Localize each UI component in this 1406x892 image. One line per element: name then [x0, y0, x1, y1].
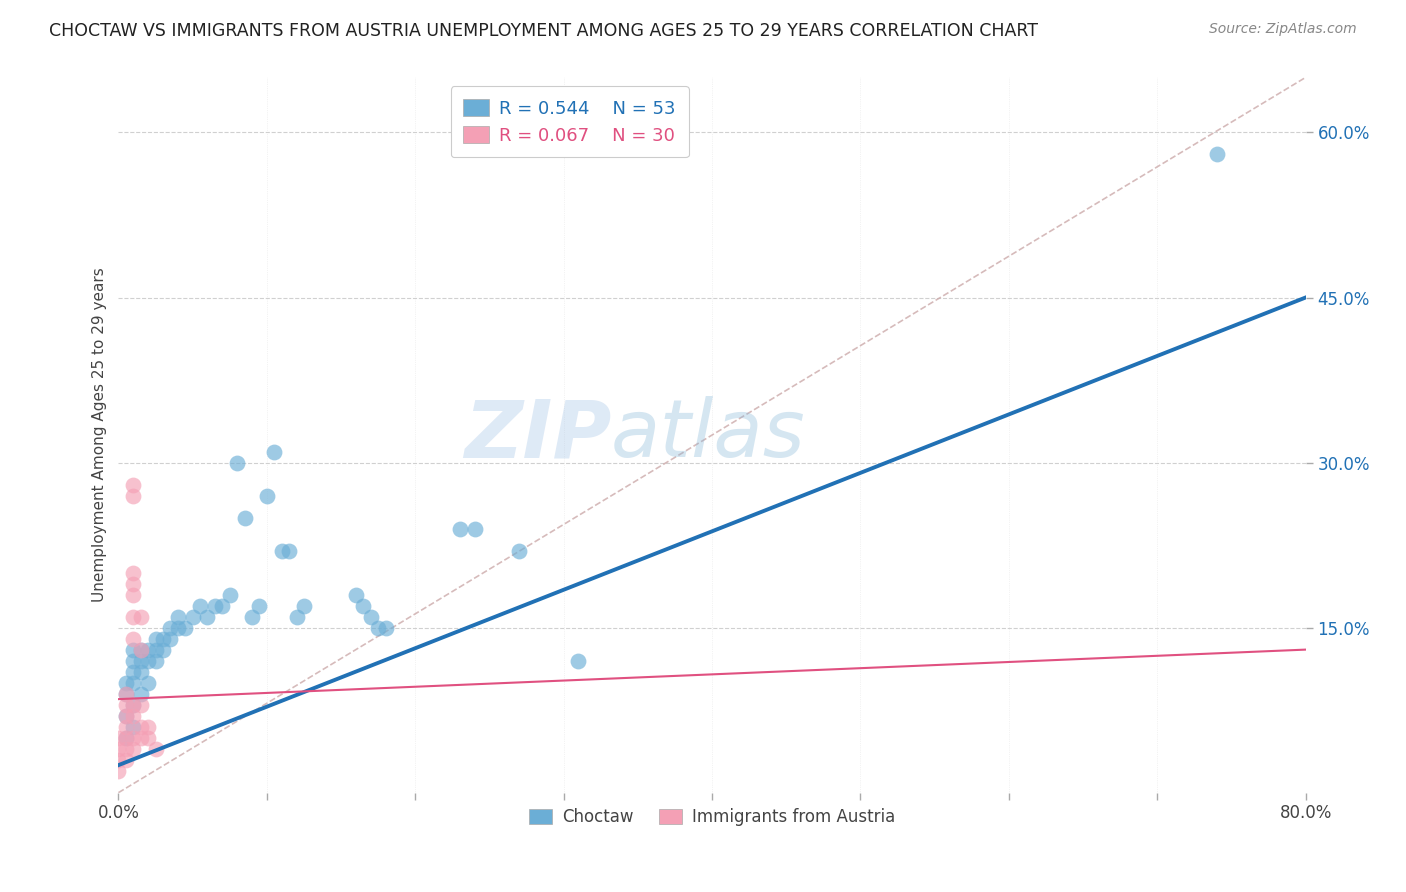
- Point: [374, 621, 396, 635]
- Point: [115, 708, 138, 723]
- Point: [129, 642, 152, 657]
- Point: [159, 621, 181, 635]
- Point: [278, 543, 301, 558]
- Point: [122, 654, 145, 668]
- Point: [122, 642, 145, 657]
- Point: [122, 731, 145, 745]
- Point: [122, 708, 145, 723]
- Point: [129, 720, 152, 734]
- Point: [211, 599, 233, 613]
- Point: [285, 609, 308, 624]
- Point: [567, 654, 589, 668]
- Point: [464, 522, 486, 536]
- Point: [352, 599, 374, 613]
- Text: Source: ZipAtlas.com: Source: ZipAtlas.com: [1209, 22, 1357, 37]
- Point: [129, 609, 152, 624]
- Point: [181, 609, 204, 624]
- Point: [115, 720, 138, 734]
- Point: [122, 576, 145, 591]
- Point: [367, 621, 389, 635]
- Point: [188, 599, 211, 613]
- Point: [360, 609, 382, 624]
- Point: [122, 741, 145, 756]
- Point: [115, 687, 138, 701]
- Text: ZIP: ZIP: [464, 396, 612, 474]
- Point: [166, 609, 188, 624]
- Point: [107, 753, 129, 767]
- Point: [204, 599, 226, 613]
- Point: [145, 632, 167, 646]
- Point: [122, 588, 145, 602]
- Point: [249, 599, 271, 613]
- Point: [136, 675, 159, 690]
- Point: [115, 687, 138, 701]
- Point: [115, 708, 138, 723]
- Point: [122, 489, 145, 503]
- Point: [115, 731, 138, 745]
- Point: [136, 720, 159, 734]
- Point: [115, 731, 138, 745]
- Point: [136, 654, 159, 668]
- Point: [145, 642, 167, 657]
- Point: [508, 543, 530, 558]
- Point: [270, 543, 292, 558]
- Point: [449, 522, 471, 536]
- Point: [136, 642, 159, 657]
- Point: [115, 675, 138, 690]
- Point: [159, 632, 181, 646]
- Point: [263, 444, 285, 458]
- Point: [129, 654, 152, 668]
- Point: [256, 489, 278, 503]
- Point: [122, 566, 145, 580]
- Point: [197, 609, 219, 624]
- Point: [122, 698, 145, 712]
- Point: [136, 731, 159, 745]
- Point: [122, 665, 145, 679]
- Point: [129, 665, 152, 679]
- Point: [292, 599, 315, 613]
- Point: [166, 621, 188, 635]
- Point: [233, 510, 256, 524]
- Point: [1205, 147, 1227, 161]
- Point: [115, 753, 138, 767]
- Point: [122, 632, 145, 646]
- Point: [218, 588, 240, 602]
- Point: [115, 741, 138, 756]
- Point: [122, 698, 145, 712]
- Point: [152, 642, 174, 657]
- Point: [226, 456, 249, 470]
- Text: atlas: atlas: [612, 396, 806, 474]
- Point: [107, 764, 129, 778]
- Point: [240, 609, 263, 624]
- Point: [129, 642, 152, 657]
- Point: [122, 675, 145, 690]
- Point: [129, 698, 152, 712]
- Point: [107, 731, 129, 745]
- Point: [129, 731, 152, 745]
- Point: [145, 741, 167, 756]
- Point: [174, 621, 197, 635]
- Y-axis label: Unemployment Among Ages 25 to 29 years: Unemployment Among Ages 25 to 29 years: [93, 268, 107, 602]
- Point: [107, 741, 129, 756]
- Legend: Choctaw, Immigrants from Austria: Choctaw, Immigrants from Austria: [520, 800, 904, 834]
- Point: [145, 654, 167, 668]
- Point: [122, 477, 145, 491]
- Point: [344, 588, 367, 602]
- Point: [122, 609, 145, 624]
- Point: [115, 698, 138, 712]
- Point: [152, 632, 174, 646]
- Point: [129, 687, 152, 701]
- Point: [122, 720, 145, 734]
- Text: CHOCTAW VS IMMIGRANTS FROM AUSTRIA UNEMPLOYMENT AMONG AGES 25 TO 29 YEARS CORREL: CHOCTAW VS IMMIGRANTS FROM AUSTRIA UNEMP…: [49, 22, 1038, 40]
